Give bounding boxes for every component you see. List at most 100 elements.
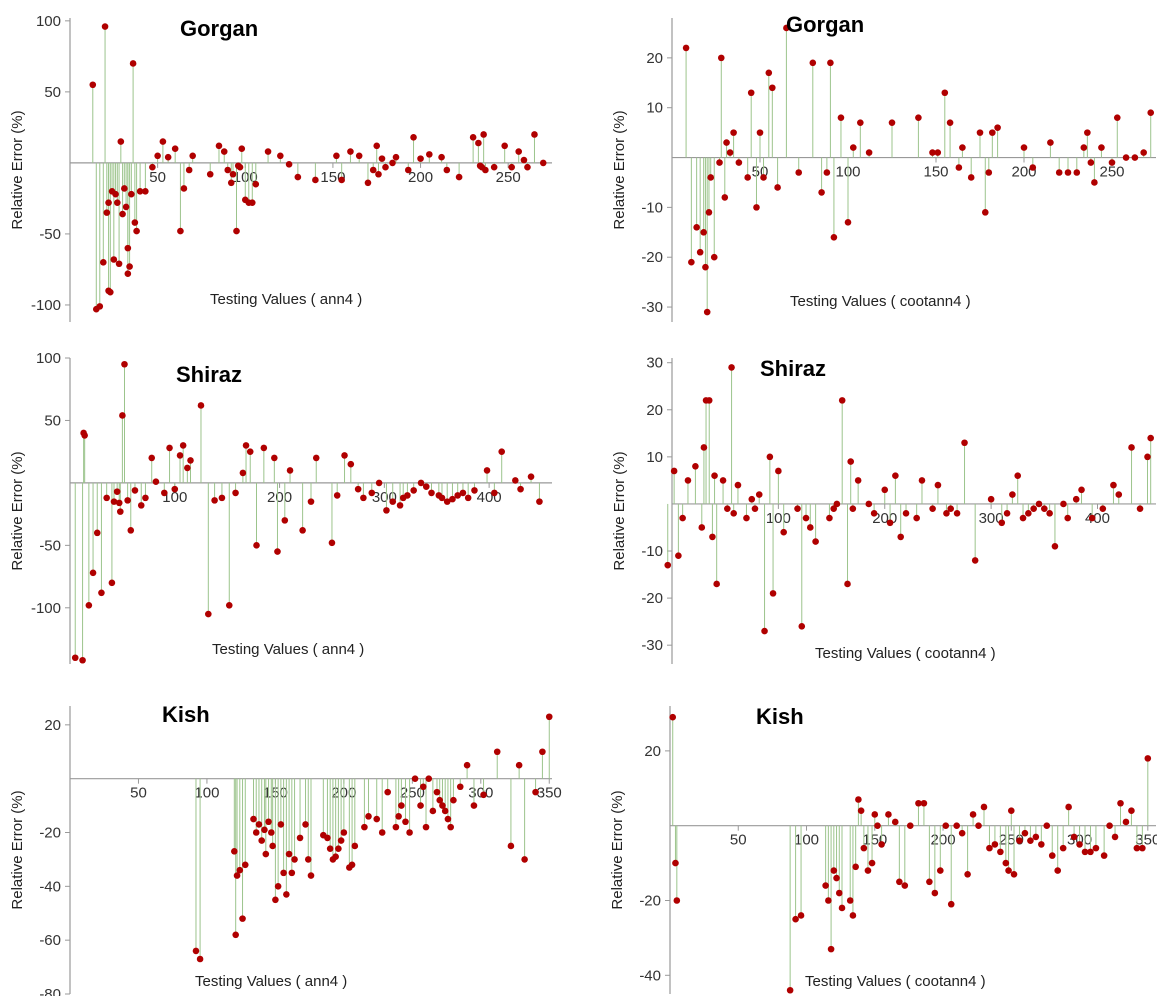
data-point: [239, 915, 246, 922]
data-point: [100, 259, 107, 266]
data-point: [438, 153, 445, 161]
data-point: [902, 510, 910, 517]
data-point: [471, 487, 478, 494]
y-tick-label: -20: [641, 590, 663, 607]
x-tick-label: 200: [267, 489, 292, 506]
data-point: [1136, 505, 1144, 512]
data-point: [1027, 837, 1034, 844]
data-point: [961, 439, 968, 447]
data-point: [1047, 139, 1054, 146]
data-point: [464, 494, 472, 502]
data-point: [1076, 841, 1083, 848]
data-point: [1007, 807, 1015, 815]
data-point: [971, 557, 979, 564]
data-point: [101, 23, 109, 30]
data-point: [838, 904, 846, 912]
data-point: [1005, 867, 1012, 874]
data-point: [364, 179, 372, 187]
data-point: [849, 912, 857, 919]
data-point: [723, 139, 730, 146]
data-point: [1054, 867, 1062, 874]
data-point: [844, 219, 852, 226]
y-tick-label: 10: [646, 100, 663, 117]
data-point: [335, 845, 342, 852]
data-point: [806, 524, 814, 531]
data-point: [871, 811, 879, 818]
data-point: [171, 145, 179, 152]
data-point: [239, 469, 247, 477]
data-point: [693, 224, 700, 231]
data-point: [124, 270, 132, 278]
data-point: [456, 783, 464, 791]
x-tick-label: 400: [1085, 510, 1110, 527]
data-point: [532, 788, 539, 796]
data-point: [1035, 500, 1043, 508]
data-point: [142, 188, 149, 195]
data-point: [1122, 154, 1130, 161]
data-point: [794, 505, 801, 512]
data-point: [233, 227, 240, 235]
data-point: [766, 453, 774, 461]
data-point: [410, 134, 417, 141]
data-point: [837, 114, 845, 121]
data-point: [721, 194, 729, 201]
data-point: [142, 494, 149, 502]
chart-title: Shiraz: [760, 356, 826, 381]
data-point: [238, 145, 246, 152]
data-point: [236, 163, 244, 171]
data-point: [1128, 444, 1135, 451]
data-point: [985, 169, 993, 176]
data-point: [507, 842, 515, 850]
x-tick-label: 50: [149, 169, 166, 186]
data-point: [389, 498, 397, 505]
data-point: [885, 811, 892, 818]
data-point: [1087, 848, 1094, 856]
data-point: [340, 829, 348, 836]
data-point: [881, 486, 889, 494]
data-point: [131, 487, 139, 494]
data-point: [744, 174, 751, 181]
data-point: [797, 912, 805, 919]
data-point: [827, 945, 835, 953]
data-point: [375, 170, 382, 178]
data-point: [398, 802, 405, 809]
data-point: [536, 498, 543, 505]
data-point: [375, 479, 383, 487]
data-point: [242, 442, 250, 449]
data-point: [277, 152, 284, 160]
data-point: [696, 248, 704, 256]
data-point: [286, 467, 294, 474]
data-point: [483, 467, 491, 474]
data-point: [724, 505, 731, 512]
data-point: [865, 149, 873, 156]
data-point: [454, 492, 461, 499]
data-point: [110, 498, 118, 505]
data-point: [1002, 859, 1010, 867]
data-point: [913, 514, 920, 522]
data-point: [128, 190, 135, 198]
data-point: [812, 538, 819, 545]
y-axis-label: Relative Error (%): [611, 451, 628, 570]
y-tick-label: 100: [36, 350, 61, 367]
data-point: [450, 796, 457, 804]
data-point: [1059, 844, 1067, 852]
data-point: [688, 258, 695, 266]
data-point: [392, 153, 400, 161]
data-point: [734, 481, 742, 489]
x-tick-label: 300: [979, 510, 1004, 527]
data-point: [299, 527, 306, 534]
x-tick-label: 100: [194, 785, 219, 802]
data-point: [166, 444, 173, 452]
data-point: [436, 796, 444, 804]
data-point: [531, 131, 538, 138]
data-point: [470, 802, 478, 809]
data-point: [1020, 144, 1028, 151]
data-point: [870, 510, 878, 517]
data-point: [844, 580, 851, 588]
data-point: [1088, 514, 1096, 522]
data-point: [855, 796, 862, 803]
data-point: [422, 483, 430, 490]
data-point: [463, 761, 471, 769]
data-point: [501, 142, 508, 150]
